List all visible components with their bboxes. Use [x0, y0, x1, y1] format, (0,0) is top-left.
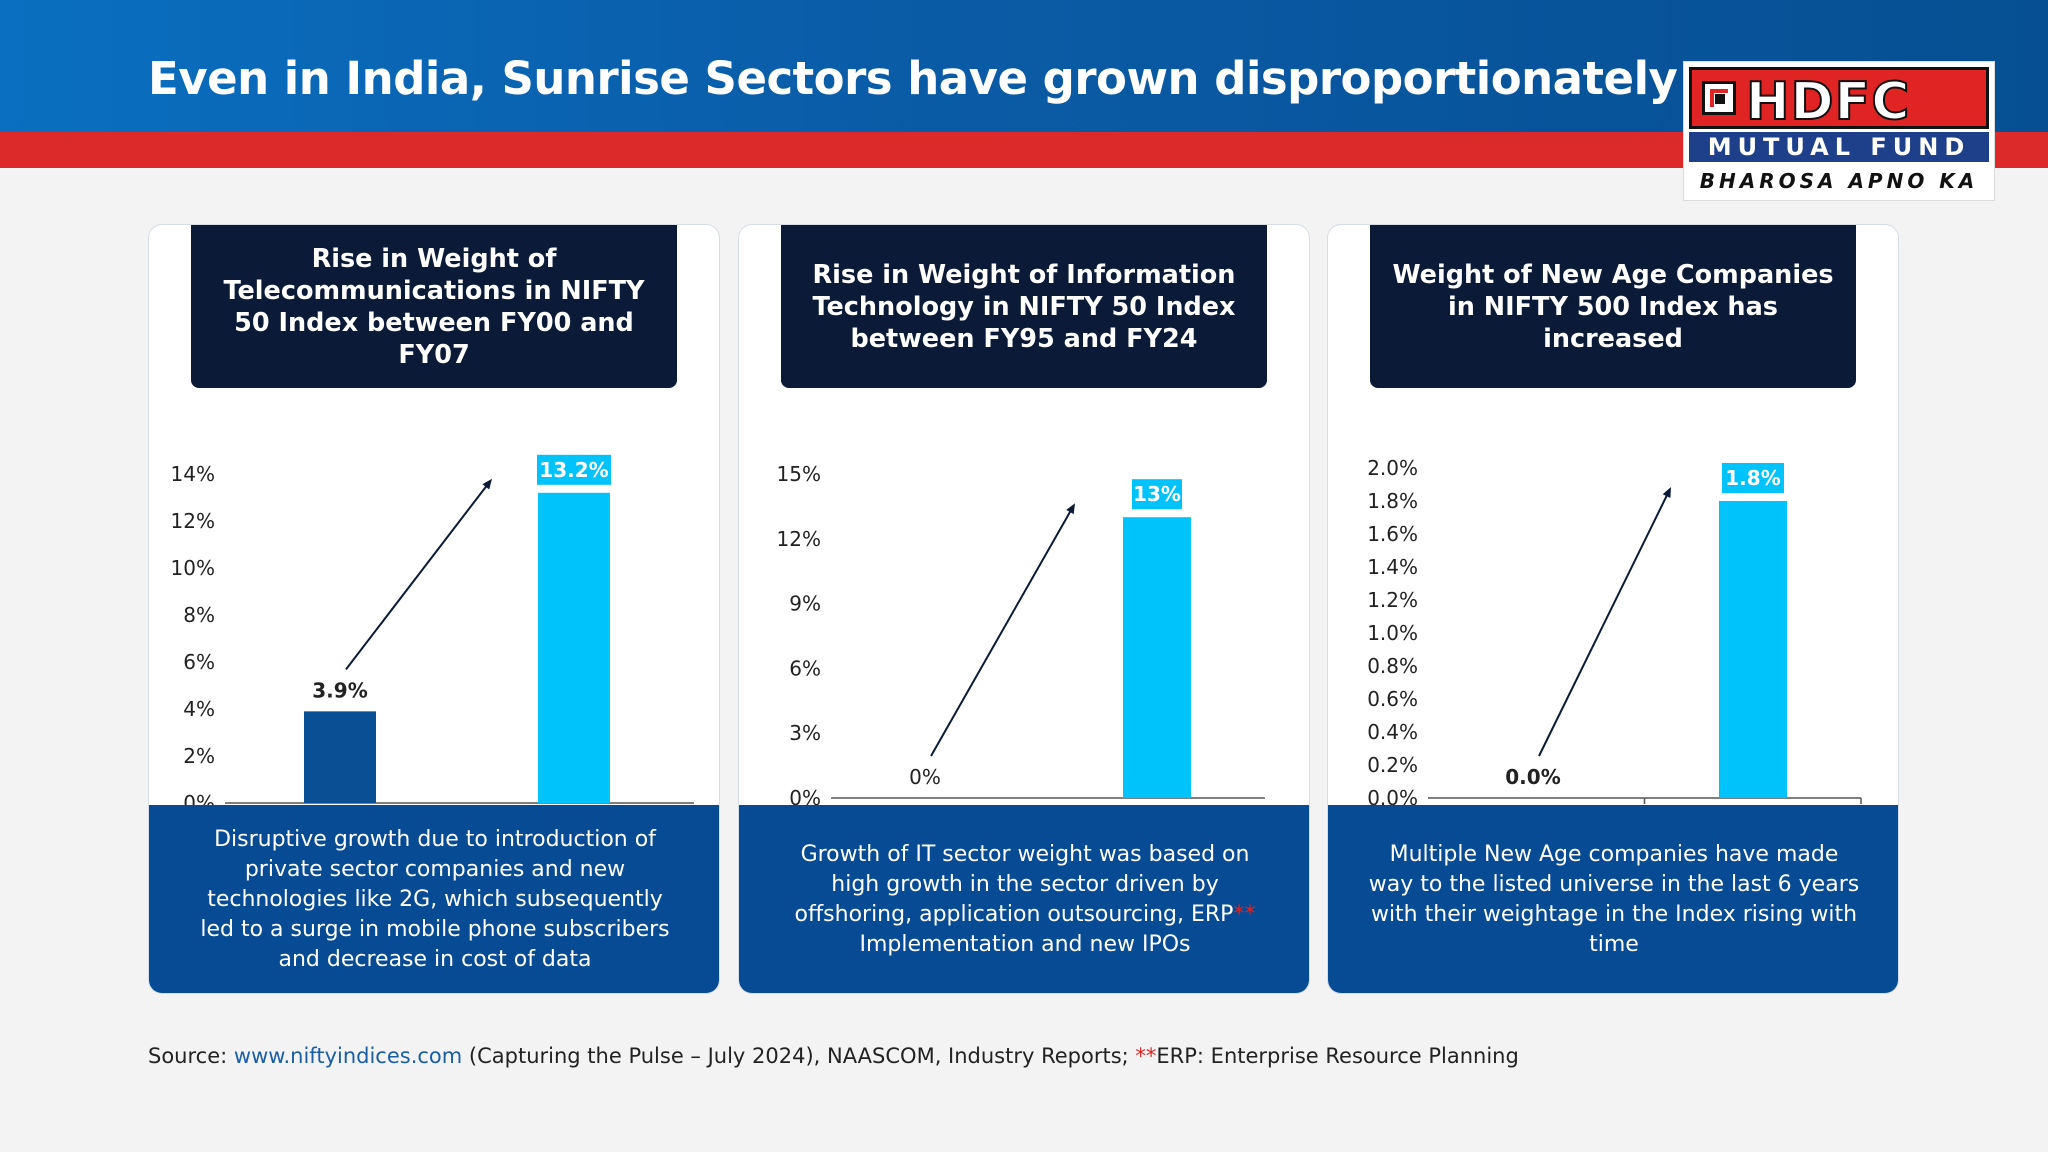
y-tick-label: 8% [183, 603, 215, 627]
source-link[interactable]: www.niftyindices.com [233, 1044, 463, 1068]
y-tick-label: 1.8% [1367, 489, 1418, 513]
y-tick-label: 6% [789, 656, 821, 680]
new-age-chart: 0.0% 0.2% 0.4% 0.6% 0.8% 1.0% 1.2% 1.4% 1.6% 1.8%… [1367, 456, 1862, 805]
y-tick-label: 0.6% [1367, 687, 1418, 711]
card-footer: Disruptive growth due to introduction of… [149, 805, 719, 993]
footer-part-b: Implementation and new IPOs [859, 932, 1191, 957]
data-label: 0.0% [1505, 765, 1560, 789]
y-tick-label: 0.4% [1367, 720, 1418, 744]
data-label: 13.2% [539, 458, 608, 482]
y-tick-label: 1.2% [1367, 588, 1418, 612]
growth-arrow [345, 481, 491, 670]
source-suffix: ERP: Enterprise Resource Planning [1156, 1044, 1519, 1068]
arrow-head [482, 478, 492, 490]
logo-brand-text: HDFC [1745, 71, 1911, 133]
y-tick-label: 1.0% [1367, 621, 1418, 645]
y-tick-label: 14% [171, 462, 215, 486]
y-tick-label: 15% [777, 462, 821, 486]
source-note: Source: www.niftyindices.com (Capturing … [148, 1044, 1519, 1068]
growth-arrow [1538, 490, 1671, 757]
card-footer: Multiple New Age companies have made way… [1328, 805, 1898, 993]
y-tick-label: 2% [183, 744, 215, 768]
y-tick-label: 10% [171, 556, 215, 580]
data-label: 3.9% [312, 678, 367, 702]
data-label: 13% [1133, 482, 1181, 506]
logo-tagline: BHAROSA APNO KA [1699, 169, 1979, 193]
data-label-box [537, 454, 611, 485]
bar [1719, 501, 1787, 798]
card-it: Rise in Weight of Information Technology… [738, 224, 1310, 994]
card-heading: Weight of New Age Companies in NIFTY 500… [1370, 225, 1856, 388]
hdfc-mark-icon [1702, 81, 1736, 115]
telecom-chart: 0%2%4%6%8%10%12%14%3.9%FY0013.2%FY07 [171, 454, 694, 805]
data-label-box [1132, 479, 1182, 510]
y-tick-label: 4% [183, 697, 215, 721]
card-heading: Rise in Weight of Information Technology… [781, 225, 1267, 388]
data-label-box [1722, 463, 1784, 493]
card-telecom: Rise in Weight of Telecommunications in … [148, 224, 720, 994]
bar [304, 711, 376, 803]
footnote-mark: ** [1233, 902, 1256, 927]
data-label: 0% [909, 765, 941, 789]
arrow-head [1662, 487, 1671, 498]
footer-part-a: Growth of IT sector weight was based on … [794, 842, 1250, 927]
bar [538, 492, 610, 803]
y-tick-label: 0.0% [1367, 786, 1418, 805]
y-tick-label: 1.4% [1367, 555, 1418, 579]
growth-arrow [930, 506, 1074, 757]
y-tick-label: 1.6% [1367, 522, 1418, 546]
source-prefix: Source: [148, 1044, 234, 1068]
data-label: 1.8% [1725, 466, 1780, 490]
y-tick-label: 9% [789, 592, 821, 616]
logo-mutual-fund: MUTUAL FUND [1689, 132, 1989, 162]
page-title: Even in India, Sunrise Sectors have grow… [148, 52, 1678, 105]
bar [1123, 517, 1191, 798]
card-footer-text: Disruptive growth due to introduction of… [200, 827, 670, 972]
logo-top-panel: HDFC [1689, 67, 1989, 133]
y-tick-label: 0% [789, 786, 821, 805]
y-tick-label: 0% [183, 791, 215, 805]
y-tick-label: 0.8% [1367, 654, 1418, 678]
source-middle: (Capturing the Pulse – July 2024), NAASC… [462, 1044, 1136, 1068]
card-heading: Rise in Weight of Telecommunications in … [191, 225, 677, 388]
card-footer-text: Multiple New Age companies have made way… [1368, 842, 1860, 957]
source-mark: ** [1135, 1044, 1157, 1068]
card-new-age: Weight of New Age Companies in NIFTY 500… [1327, 224, 1899, 994]
card-footer-text: Growth of IT sector weight was based on … [777, 840, 1273, 960]
arrow-head [1066, 503, 1075, 515]
y-tick-label: 12% [777, 527, 821, 551]
y-tick-label: 3% [789, 721, 821, 745]
y-tick-label: 0.2% [1367, 753, 1418, 777]
y-tick-label: 12% [171, 509, 215, 533]
it-chart: 0%3%6%9%12%15%0%FY9513%FY24 [777, 462, 1265, 805]
y-tick-label: 2.0% [1367, 456, 1418, 480]
card-footer: Growth of IT sector weight was based on … [739, 805, 1309, 993]
hdfc-logo: HDFC MUTUAL FUND BHAROSA APNO KA [1684, 62, 1994, 200]
y-tick-label: 6% [183, 650, 215, 674]
